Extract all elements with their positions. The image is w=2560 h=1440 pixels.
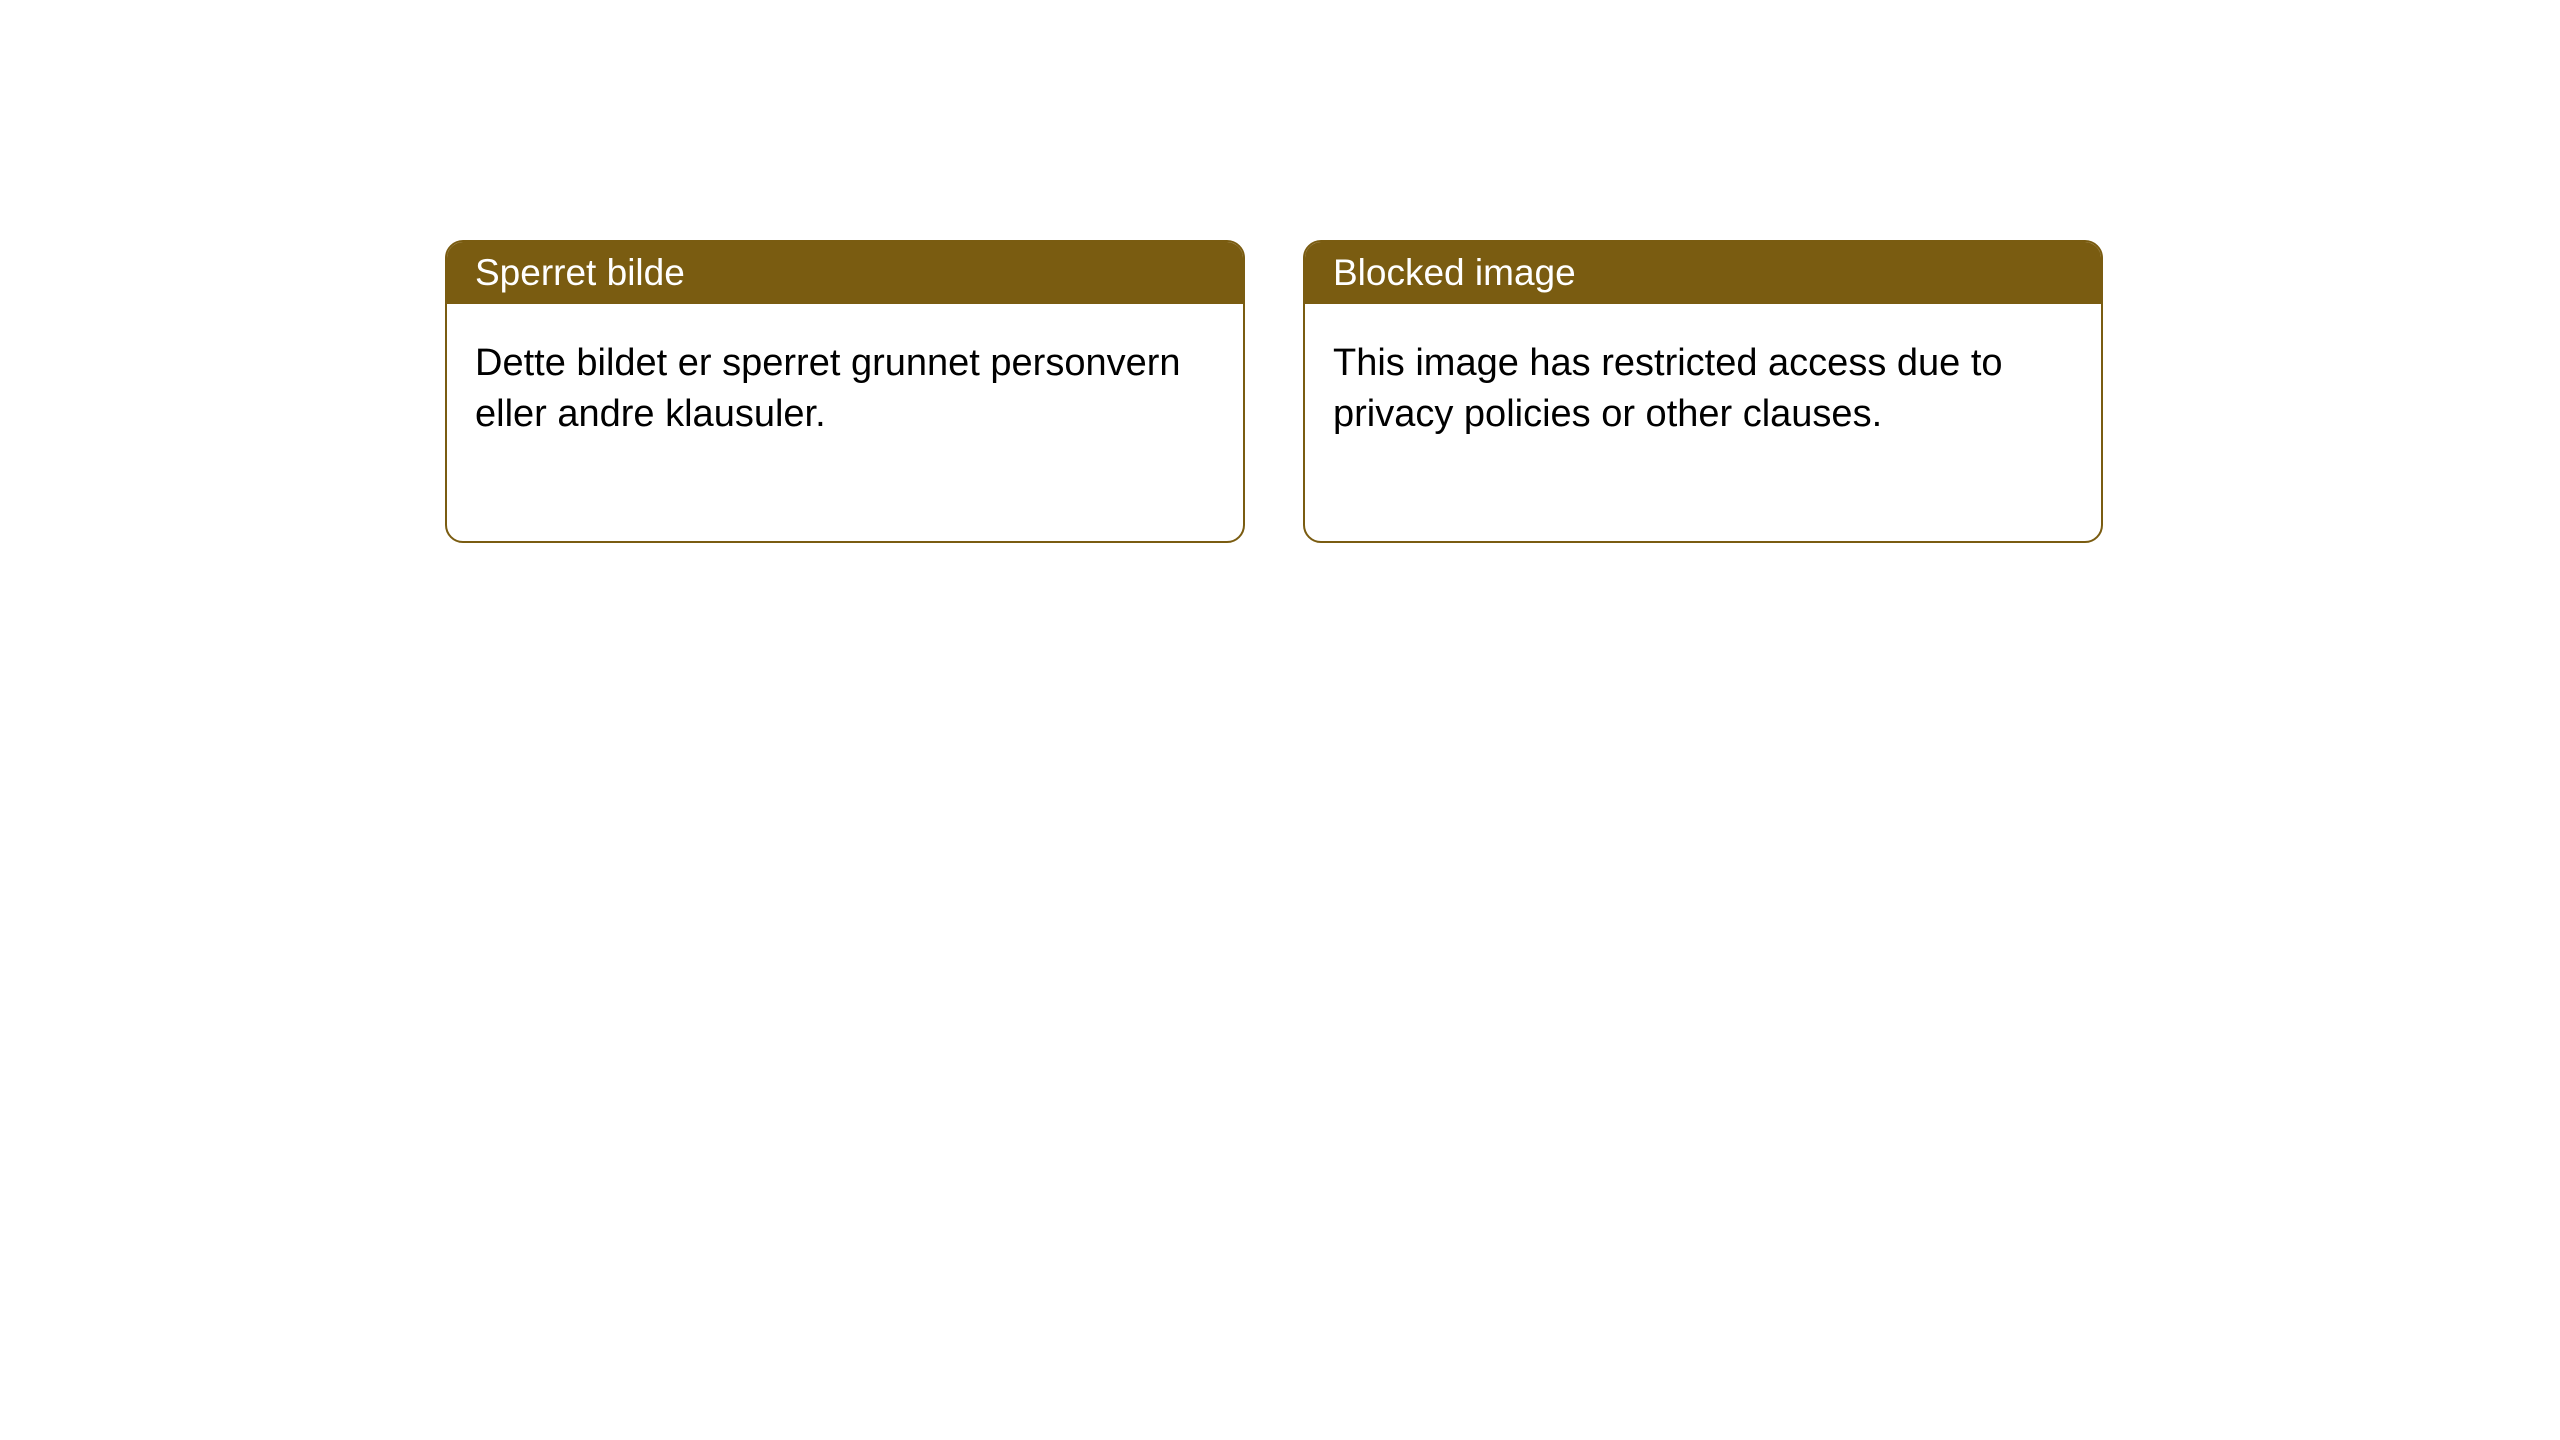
card-body: This image has restricted access due to … [1305, 304, 2101, 541]
blocked-image-cards-container: Sperret bilde Dette bildet er sperret gr… [445, 240, 2103, 543]
card-title: Sperret bilde [475, 252, 685, 293]
card-body: Dette bildet er sperret grunnet personve… [447, 304, 1243, 541]
card-header: Blocked image [1305, 242, 2101, 304]
card-header: Sperret bilde [447, 242, 1243, 304]
card-body-text: This image has restricted access due to … [1333, 342, 2003, 435]
card-title: Blocked image [1333, 252, 1576, 293]
card-body-text: Dette bildet er sperret grunnet personve… [475, 342, 1181, 435]
blocked-image-card-no: Sperret bilde Dette bildet er sperret gr… [445, 240, 1245, 543]
blocked-image-card-en: Blocked image This image has restricted … [1303, 240, 2103, 543]
